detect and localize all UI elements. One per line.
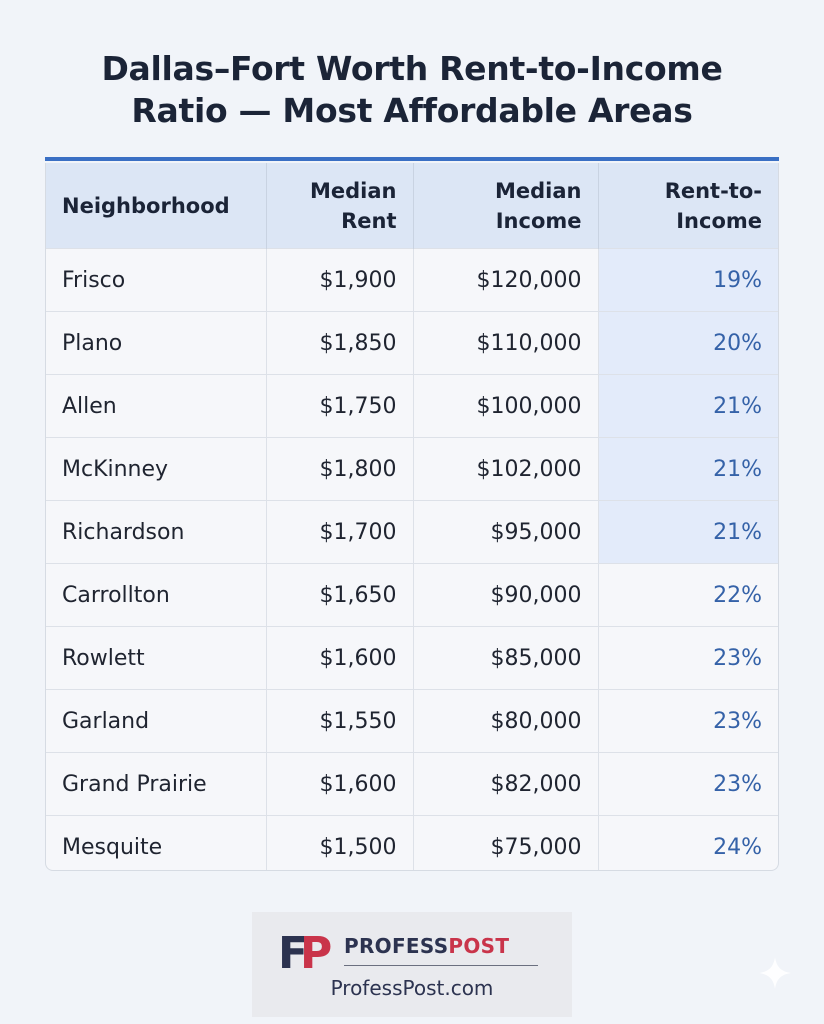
cell-rent-to-income: 21% [598,500,778,564]
cell-median-rent: $1,700 [266,500,414,564]
table-row: Carrollton $1,650 $90,000 22% [46,563,778,627]
cell-neighborhood: Allen [46,374,267,438]
cell-median-rent: $1,750 [266,374,414,438]
cell-median-income: $75,000 [413,815,599,870]
table-row: Frisco $1,900 $120,000 19% [46,248,778,312]
cell-median-rent: $1,650 [266,563,414,627]
page-title: Dallas–Fort Worth Rent-to-Income Ratio —… [40,48,784,132]
header-median-rent: Median Rent [266,163,414,249]
monogram-p: P [300,930,332,972]
cell-median-income: $120,000 [413,248,599,312]
cell-median-rent: $1,600 [266,626,414,690]
logo-word-profess: PROFESS [344,934,449,958]
cell-median-income: $90,000 [413,563,599,627]
cell-median-income: $80,000 [413,689,599,753]
cell-rent-to-income: 23% [598,626,778,690]
cell-median-rent: $1,600 [266,752,414,816]
cell-neighborhood: Plano [46,311,267,375]
cell-median-income: $85,000 [413,626,599,690]
cell-rent-to-income: 20% [598,311,778,375]
cell-median-rent: $1,900 [266,248,414,312]
fp-monogram: F P [278,930,332,972]
cell-median-rent: $1,800 [266,437,414,501]
data-table: Neighborhood Median Rent Median Income R… [46,163,778,870]
table-row: McKinney $1,800 $102,000 21% [46,437,778,501]
header-ratio-line-2: Income [676,208,762,233]
table-row: Richardson $1,700 $95,000 21% [46,500,778,564]
cell-rent-to-income: 23% [598,752,778,816]
table-row: Mesquite $1,500 $75,000 24% [46,815,778,870]
logo-word-post: POST [448,934,510,958]
cell-neighborhood: Rowlett [46,626,267,690]
professpost-logo: F P PROFESSPOST ProfessPost.com [252,912,572,1017]
table-header-row: Neighborhood Median Rent Median Income R… [46,163,778,249]
cell-median-rent: $1,500 [266,815,414,870]
cell-neighborhood: Garland [46,689,267,753]
cell-median-income: $100,000 [413,374,599,438]
monogram-f: F [278,930,308,972]
header-rent-line-2: Rent [341,208,397,233]
cell-neighborhood: Frisco [46,248,267,312]
title-line-2: Ratio — Most Affordable Areas [131,91,693,130]
cell-neighborhood: McKinney [46,437,267,501]
table-row: Plano $1,850 $110,000 20% [46,311,778,375]
header-rent-to-income: Rent-to- Income [598,163,778,249]
title-line-1: Dallas–Fort Worth Rent-to-Income [101,49,723,88]
header-median-income: Median Income [413,163,599,249]
cell-median-income: $102,000 [413,437,599,501]
cell-median-income: $110,000 [413,311,599,375]
cell-rent-to-income: 19% [598,248,778,312]
cell-rent-to-income: 21% [598,374,778,438]
title-accent-bar [45,157,779,161]
header-income-line-1: Median [495,178,582,203]
cell-median-rent: $1,550 [266,689,414,753]
table-row: Garland $1,550 $80,000 23% [46,689,778,753]
header-ratio-line-1: Rent-to- [664,178,762,203]
header-rent-line-1: Median [310,178,397,203]
header-neighborhood: Neighborhood [46,163,267,249]
table-row: Grand Prairie $1,600 $82,000 23% [46,752,778,816]
affordability-table: Neighborhood Median Rent Median Income R… [45,163,779,871]
cell-neighborhood: Grand Prairie [46,752,267,816]
cell-rent-to-income: 21% [598,437,778,501]
cell-neighborhood: Richardson [46,500,267,564]
header-income-line-2: Income [495,208,582,233]
header-neighborhood-label: Neighborhood [62,193,230,218]
table-row: Rowlett $1,600 $85,000 23% [46,626,778,690]
cell-neighborhood: Mesquite [46,815,267,870]
logo-divider [344,965,538,966]
table-row: Allen $1,750 $100,000 21% [46,374,778,438]
cell-median-income: $82,000 [413,752,599,816]
cell-rent-to-income: 24% [598,815,778,870]
cell-rent-to-income: 22% [598,563,778,627]
sparkle-icon [759,957,791,989]
logo-url: ProfessPost.com [330,976,494,1000]
logo-wordmark: PROFESSPOST [344,934,509,958]
cell-median-income: $95,000 [413,500,599,564]
cell-median-rent: $1,850 [266,311,414,375]
cell-neighborhood: Carrollton [46,563,267,627]
cell-rent-to-income: 23% [598,689,778,753]
